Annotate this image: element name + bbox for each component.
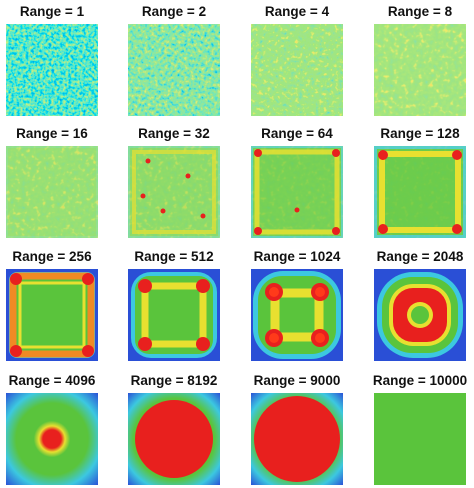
hot-spot [452, 224, 462, 234]
panel-title: Range = 10000 [373, 373, 467, 388]
hot-spot [332, 149, 340, 157]
noise [6, 146, 98, 238]
heatmap [374, 146, 466, 238]
frame [132, 150, 216, 234]
panel-title: Range = 128 [380, 126, 460, 141]
hot-core [269, 287, 279, 297]
hot-core [315, 287, 325, 297]
noise [374, 24, 466, 116]
hot-spot [10, 273, 22, 285]
heatmap [128, 24, 220, 116]
heatmap [6, 393, 98, 485]
panel-title: Range = 4 [265, 4, 330, 19]
heatmap [251, 269, 343, 361]
hot-spot [254, 149, 262, 157]
panel-title: Range = 2048 [377, 249, 464, 264]
panel-title: Range = 1 [20, 4, 85, 19]
noise [251, 146, 343, 238]
noise [128, 24, 220, 116]
hot-spot [294, 207, 300, 213]
hot-spot [378, 224, 388, 234]
hot-spot [452, 150, 462, 160]
panel-title: Range = 256 [12, 249, 92, 264]
heatmap [251, 146, 343, 238]
hot-spot [10, 345, 22, 357]
noise [251, 24, 343, 116]
hot-core [269, 333, 279, 343]
hot-spot [160, 208, 166, 214]
field [374, 393, 466, 485]
hot-spot [185, 173, 191, 179]
hot-spot [82, 345, 94, 357]
panel-title: Range = 1024 [254, 249, 341, 264]
heatmap [128, 269, 220, 361]
frame [254, 149, 340, 235]
heatmap [6, 269, 98, 361]
body2 [135, 276, 213, 354]
field [6, 393, 98, 485]
hot-spot [145, 158, 151, 164]
field [9, 272, 95, 358]
heatmap [374, 24, 466, 116]
hot-spot [196, 279, 210, 293]
frame [141, 282, 207, 348]
panel-title: Range = 4096 [9, 373, 96, 388]
heatmap [6, 24, 98, 116]
hot-spot [254, 227, 262, 235]
hot-spot [138, 337, 152, 351]
noise [128, 146, 220, 238]
noise [374, 146, 466, 238]
hot-spot [332, 227, 340, 235]
inner [18, 281, 86, 349]
hot-spot [138, 279, 152, 293]
panel-title: Range = 8 [388, 4, 453, 19]
panel-title: Range = 16 [16, 126, 88, 141]
panel-title: Range = 512 [134, 249, 213, 264]
hot-spot [82, 273, 94, 285]
heatmap [374, 269, 466, 361]
panel-title: Range = 8192 [131, 373, 218, 388]
panel-title: Range = 32 [138, 126, 210, 141]
heatmap [128, 146, 220, 238]
noise [6, 24, 98, 116]
hot-spot [196, 337, 210, 351]
center-g [411, 306, 429, 324]
panel-title: Range = 2 [142, 4, 206, 19]
hot-spot [378, 150, 388, 160]
heatmap [374, 393, 466, 485]
heatmap [251, 24, 343, 116]
hot-spot [140, 193, 146, 199]
frame [270, 288, 324, 342]
hot-spot [200, 213, 206, 219]
panel-title: Range = 64 [261, 126, 333, 141]
heatmap [128, 393, 220, 485]
disk [135, 400, 213, 478]
heatmap [251, 393, 343, 485]
disk [254, 396, 340, 482]
heatmap [6, 146, 98, 238]
hot-core [315, 333, 325, 343]
panel-title: Range = 9000 [254, 373, 341, 388]
frame [379, 151, 461, 233]
